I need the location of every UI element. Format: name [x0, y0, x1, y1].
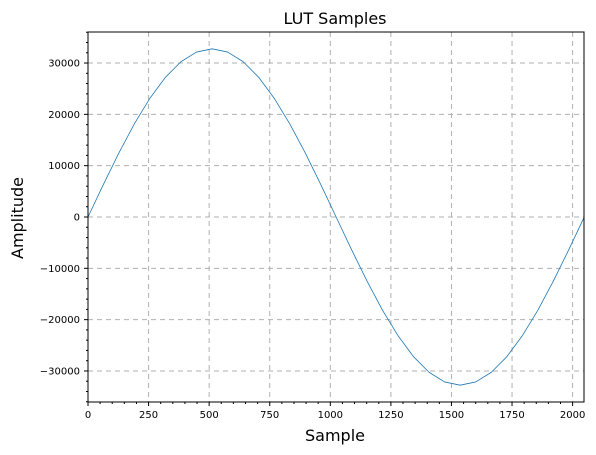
x-axis-label: Sample [305, 426, 365, 445]
x-tick-label: 1250 [378, 410, 403, 421]
chart-title: LUT Samples [283, 9, 386, 28]
x-tick-label: 2000 [560, 410, 585, 421]
x-tick-label: 500 [200, 410, 219, 421]
y-tick-label: 0 [74, 213, 80, 224]
x-tick-label: 750 [260, 410, 279, 421]
axis-layer [84, 31, 585, 406]
y-axis-label: Amplitude [8, 177, 27, 259]
x-tick-label: 250 [139, 410, 158, 421]
x-tick-label: 1500 [439, 410, 464, 421]
x-tick-label: 1000 [318, 410, 343, 421]
y-tick-label: −10000 [40, 264, 80, 275]
y-tick-label: 20000 [48, 110, 80, 121]
y-tick-label: −20000 [40, 315, 80, 326]
series-layer [87, 48, 585, 386]
y-tick-label: 10000 [48, 161, 80, 172]
y-tick-label: −30000 [40, 366, 80, 377]
y-tick-label: 30000 [48, 59, 80, 70]
tick-label-layer: 0 250 500 750 1000 1250 1500 1750 2000 −30000 −200… [40, 59, 586, 421]
x-tick-label: 1750 [499, 410, 524, 421]
series-line-0 [87, 48, 585, 386]
x-tick-label: 0 [85, 410, 91, 421]
